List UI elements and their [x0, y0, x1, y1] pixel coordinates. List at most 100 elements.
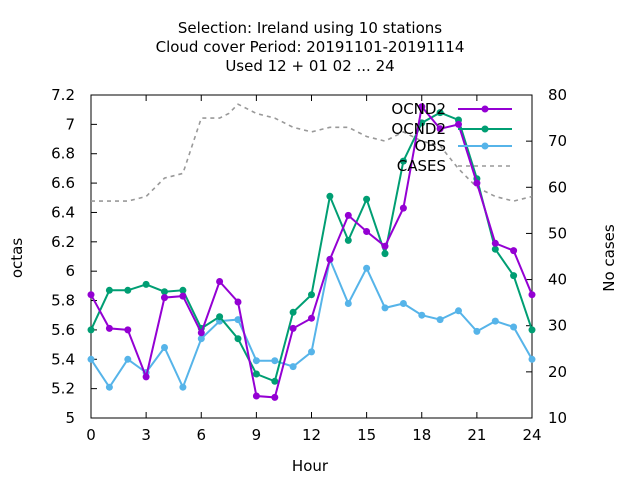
point-ocnd2-0	[105, 324, 113, 332]
point-obs-2	[510, 323, 518, 331]
legend-entry-obs: OBS	[415, 137, 512, 155]
x-tick-label: 24	[522, 426, 541, 444]
legend-marker-ocnd2-purple	[481, 105, 489, 113]
y-tick-label: 6.2	[51, 233, 75, 251]
legend-label: CASES	[397, 157, 446, 175]
point-ocnd2-0	[436, 125, 444, 133]
point-obs-2	[381, 304, 389, 312]
point-ocnd2-0	[418, 103, 426, 111]
point-ocnd2-0	[363, 228, 371, 235]
x-tick-label: 12	[302, 426, 321, 444]
point-ocnd2-0	[326, 255, 334, 263]
x-tick-label: 15	[357, 426, 376, 444]
y2-tick-label: 40	[548, 271, 567, 289]
point-ocnd2-0	[473, 179, 481, 187]
point-obs-2	[105, 383, 113, 391]
y2-axis-label: No cases	[600, 224, 618, 292]
point-ocnd2-0	[510, 247, 518, 255]
point-obs-2	[491, 317, 499, 325]
y2-tick-label: 70	[548, 132, 567, 150]
point-obs-2	[418, 311, 426, 319]
legend-label: OCND2	[391, 120, 446, 138]
y-tick-label: 5.4	[51, 350, 75, 368]
point-ocnd2-1	[289, 308, 297, 316]
point-ocnd2-1	[344, 236, 352, 244]
point-ocnd2-1	[491, 245, 499, 253]
point-ocnd2-1	[436, 109, 444, 117]
y2-tick-label: 60	[548, 178, 567, 196]
point-ocnd2-0	[234, 298, 242, 306]
series-line-cases-3	[91, 103, 533, 202]
legend-label: OCND2	[391, 100, 446, 118]
point-ocnd2-0	[142, 373, 150, 381]
y-tick-label: 6.4	[51, 203, 75, 221]
y2-tick-label: 50	[548, 224, 567, 242]
y-tick-label: 6.6	[51, 174, 75, 192]
y2-tick-label: 30	[548, 317, 567, 335]
point-ocnd2-0	[455, 120, 462, 128]
point-obs-2	[252, 357, 260, 365]
y-tick-label: 5.6	[51, 321, 75, 339]
x-tick-label: 0	[86, 426, 96, 444]
y2-axis-ticks: 10 20 30 40 50 60 70 80	[526, 86, 567, 427]
legend-label: OBS	[415, 137, 446, 155]
x-tick-label: 18	[412, 426, 431, 444]
point-ocnd2-0	[252, 392, 260, 400]
y-tick-label: 7	[65, 115, 75, 133]
y-tick-label: 5.8	[51, 292, 75, 310]
point-ocnd2-1	[216, 313, 224, 321]
point-ocnd2-0	[308, 314, 315, 322]
x-tick-label: 9	[252, 426, 262, 444]
y-tick-label: 6.8	[51, 145, 75, 163]
point-obs-2	[344, 300, 352, 307]
point-ocnd2-0	[491, 239, 499, 247]
point-obs-2	[124, 355, 132, 363]
point-ocnd2-1	[363, 195, 371, 203]
point-ocnd2-0	[197, 329, 205, 337]
point-ocnd2-0	[216, 278, 224, 285]
point-obs-2	[289, 363, 297, 371]
point-ocnd2-1	[326, 192, 334, 200]
y2-tick-label: 20	[548, 363, 567, 381]
y-tick-label: 6	[65, 262, 75, 280]
point-obs-2	[473, 327, 481, 335]
y-tick-label: 7.2	[51, 86, 75, 104]
point-ocnd2-1	[87, 326, 95, 334]
y2-tick-label: 80	[548, 86, 567, 104]
point-ocnd2-0	[179, 292, 187, 300]
point-ocnd2-1	[271, 377, 279, 385]
chart-title-line-3: Used 12 + 01 02 ... 24	[225, 57, 394, 75]
legend: OCND2 OCND2 OBS CASES	[391, 100, 512, 175]
y-axis-label: octas	[8, 238, 26, 278]
point-ocnd2-1	[381, 250, 389, 258]
legend-entry-ocnd2-green: OCND2	[391, 120, 512, 138]
point-obs-2	[271, 357, 279, 365]
point-obs-2	[528, 355, 536, 363]
point-ocnd2-0	[399, 204, 407, 212]
point-ocnd2-1	[124, 286, 132, 294]
y2-tick-label: 10	[548, 409, 567, 427]
point-ocnd2-1	[161, 288, 168, 296]
chart-title-line-1: Selection: Ireland using 10 stations	[178, 19, 442, 37]
x-tick-label: 3	[141, 426, 151, 444]
point-obs-2	[87, 355, 95, 363]
legend-entry-ocnd2-purple: OCND2	[391, 100, 512, 118]
point-ocnd2-0	[381, 242, 389, 250]
point-ocnd2-1	[252, 370, 260, 378]
point-obs-2	[179, 383, 187, 391]
point-obs-2	[197, 335, 205, 343]
legend-entry-cases: CASES	[397, 157, 512, 175]
point-ocnd2-1	[528, 326, 536, 334]
point-ocnd2-1	[105, 286, 113, 294]
y-tick-label: 5.2	[51, 380, 75, 398]
point-ocnd2-1	[142, 280, 150, 288]
y-tick-label: 5	[65, 409, 75, 427]
point-ocnd2-0	[271, 393, 279, 401]
legend-marker-ocnd2-green	[481, 125, 489, 133]
point-ocnd2-1	[510, 272, 518, 280]
point-obs-2	[234, 316, 242, 324]
point-ocnd2-1	[179, 286, 187, 294]
point-ocnd2-0	[87, 291, 95, 299]
point-obs-2	[455, 307, 462, 315]
y-axis-ticks: 5 5.2 5.4 5.6 5.8 6 6.2 6.4 6.6 6.8 7 7.2	[51, 86, 97, 427]
